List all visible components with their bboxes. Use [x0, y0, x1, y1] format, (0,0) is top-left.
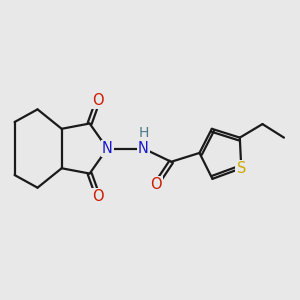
- Text: O: O: [92, 93, 104, 108]
- Text: S: S: [237, 161, 246, 176]
- Text: O: O: [150, 177, 162, 192]
- Text: N: N: [102, 141, 113, 156]
- Text: O: O: [92, 189, 104, 204]
- Text: H: H: [138, 126, 149, 140]
- Text: N: N: [138, 141, 149, 156]
